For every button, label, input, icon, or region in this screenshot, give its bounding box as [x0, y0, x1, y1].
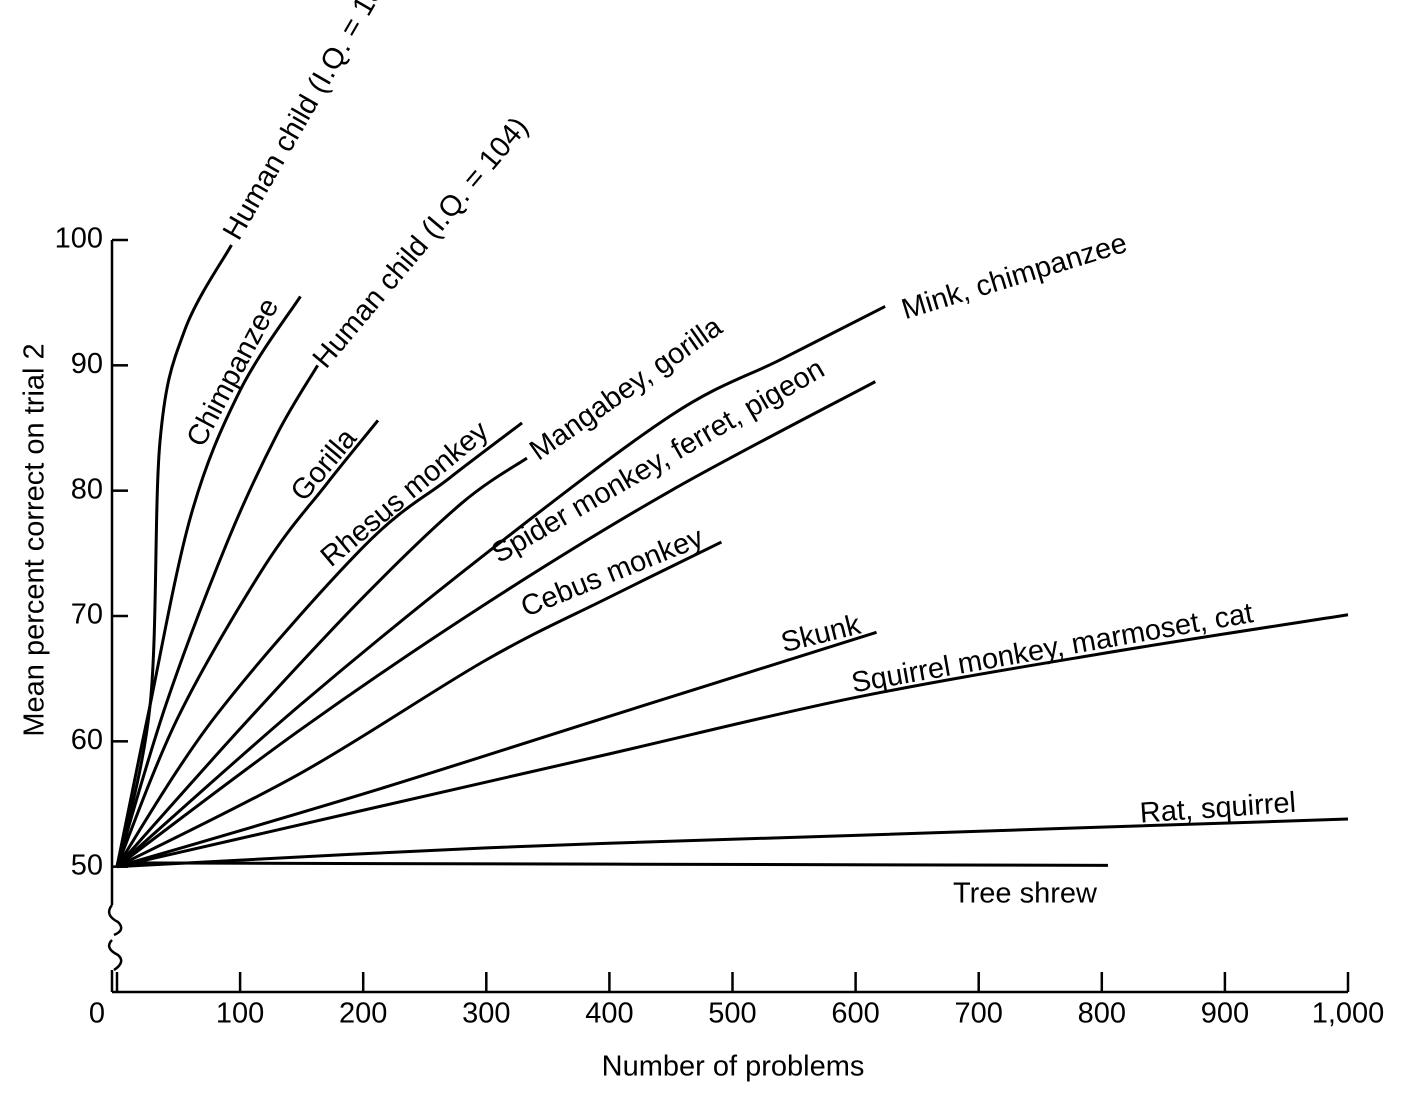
series-line [116, 861, 1108, 867]
x-tick-label: 800 [1078, 998, 1126, 1030]
series-line [116, 380, 877, 868]
series-line [116, 817, 1349, 869]
x-tick-label: 700 [955, 998, 1003, 1030]
y-tick-label: 60 [71, 724, 103, 756]
x-tick-label: 100 [216, 998, 264, 1030]
series-label: Gorilla [285, 422, 364, 507]
series-label: Squirrel monkey, marmoset, cat [849, 597, 1256, 699]
series-line [115, 244, 233, 867]
y-axis-title: Mean percent correct on trial 2 [19, 343, 51, 736]
series-label: Skunk [778, 609, 864, 660]
y-tick-label: 50 [71, 849, 103, 881]
series-line [116, 630, 877, 869]
series-label: Tree shrew [953, 878, 1098, 910]
series-line [115, 421, 523, 868]
series-line [115, 364, 319, 868]
x-tick-label: 200 [339, 998, 387, 1030]
x-tick-label: 400 [585, 998, 633, 1030]
x-tick-label: 0 [89, 998, 105, 1030]
x-axis-title: Number of problems [602, 1051, 865, 1083]
series-line [116, 305, 886, 868]
series-line [116, 540, 723, 869]
x-tick-label: 1,000 [1312, 998, 1385, 1030]
y-tick-label: 90 [71, 348, 103, 380]
y-tick-label: 80 [71, 473, 103, 505]
series-label: Human child (I.Q. = 104) [307, 111, 535, 374]
series-label: Mink, chimpanzee [898, 227, 1131, 326]
axis-break [107, 904, 123, 972]
series-label: Human child (I.Q. = 136) [217, 0, 403, 245]
series-line [115, 456, 528, 868]
x-tick-label: 300 [462, 998, 510, 1030]
x-tick-label: 600 [831, 998, 879, 1030]
series-line [116, 613, 1349, 869]
series-label: Chimpanzee [181, 293, 286, 452]
y-tick-label: 70 [71, 599, 103, 631]
y-tick-label: 100 [55, 223, 103, 255]
x-tick-label: 500 [708, 998, 756, 1030]
series-line [115, 295, 302, 867]
series-label: Rat, squirrel [1139, 787, 1297, 830]
series-line [115, 419, 380, 868]
x-tick-label: 900 [1201, 998, 1249, 1030]
